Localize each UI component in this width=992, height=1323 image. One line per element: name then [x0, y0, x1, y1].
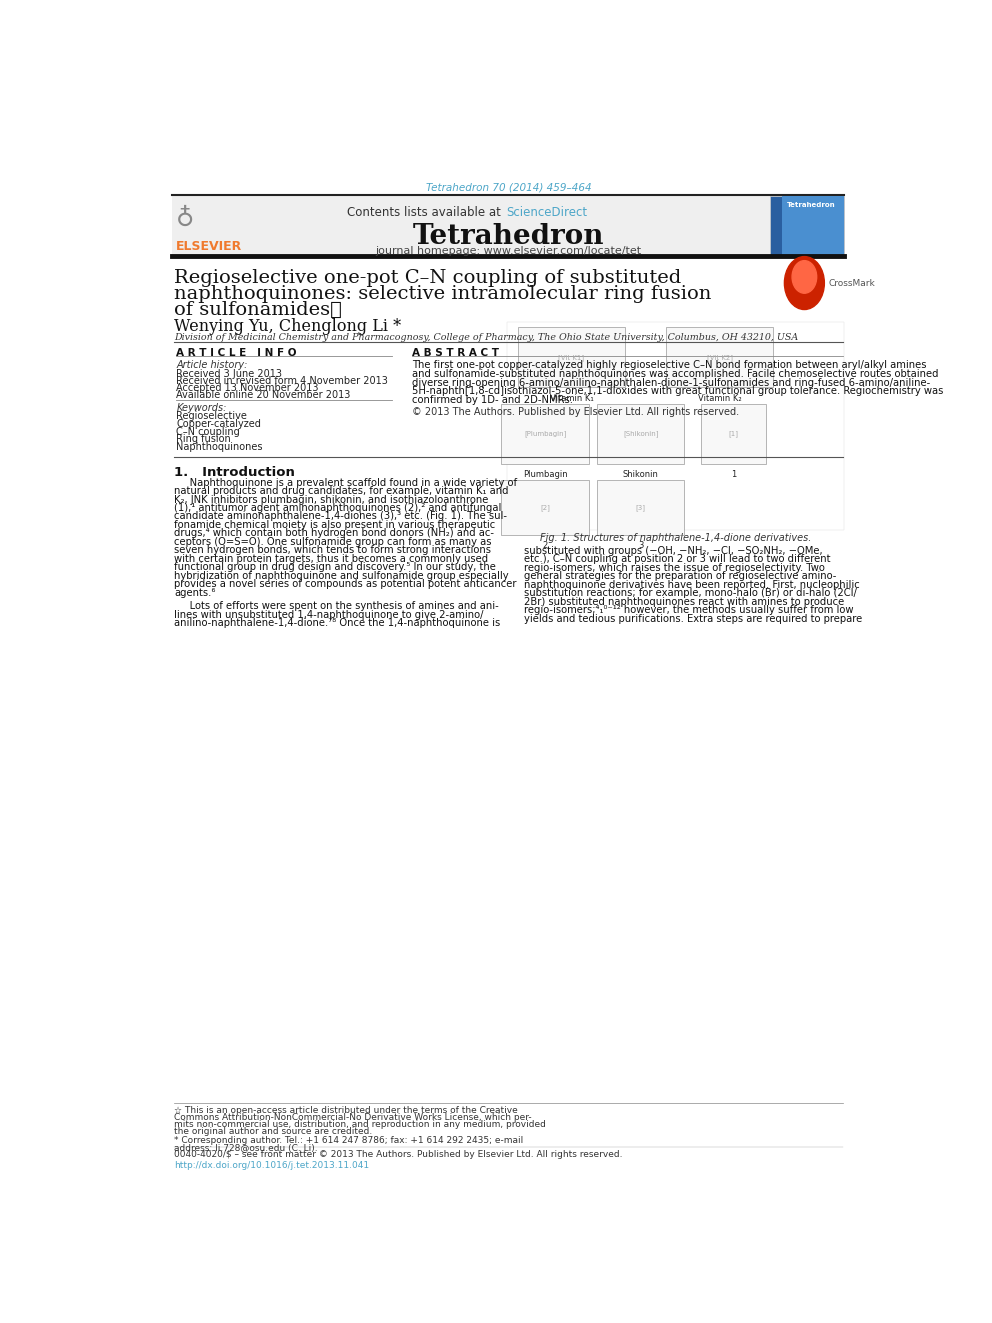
Text: Wenying Yu, Chenglong Li *: Wenying Yu, Chenglong Li * [174, 318, 401, 335]
Text: ♁: ♁ [177, 206, 194, 230]
Text: general strategies for the preparation of regioselective amino-: general strategies for the preparation o… [524, 572, 836, 581]
Text: ELSEVIER: ELSEVIER [177, 241, 242, 253]
Text: [Vit K1]: [Vit K1] [558, 355, 584, 361]
Text: provides a novel series of compounds as potential potent anticancer: provides a novel series of compounds as … [174, 579, 517, 589]
Text: 3: 3 [638, 541, 644, 550]
Text: ScienceDirect: ScienceDirect [506, 205, 587, 218]
Text: naphthoquinones: selective intramolecular ring fusion: naphthoquinones: selective intramolecula… [174, 284, 711, 303]
Text: CrossMark: CrossMark [829, 279, 876, 287]
FancyBboxPatch shape [507, 321, 844, 529]
Text: journal homepage: www.elsevier.com/locate/tet: journal homepage: www.elsevier.com/locat… [375, 246, 642, 257]
Text: Tetrahedron 70 (2014) 459–464: Tetrahedron 70 (2014) 459–464 [426, 183, 591, 192]
FancyBboxPatch shape [518, 327, 625, 388]
Text: Available online 20 November 2013: Available online 20 November 2013 [177, 390, 350, 400]
Text: yields and tedious purifications. Extra steps are required to prepare: yields and tedious purifications. Extra … [524, 614, 862, 623]
Text: Contents lists available at: Contents lists available at [347, 205, 505, 218]
Text: ceptors (O=S=O). One sulfonamide group can form as many as: ceptors (O=S=O). One sulfonamide group c… [174, 537, 491, 546]
Text: lines with unsubstituted 1,4-naphthoquinone to give 2-amino/: lines with unsubstituted 1,4-naphthoquin… [174, 610, 483, 619]
Text: C–N coupling: C–N coupling [177, 427, 240, 437]
FancyBboxPatch shape [502, 404, 589, 464]
Text: etc.), C–N coupling at position 2 or 3 will lead to two different: etc.), C–N coupling at position 2 or 3 w… [524, 554, 830, 565]
Circle shape [792, 261, 816, 294]
Text: Vitamin K₁: Vitamin K₁ [550, 393, 593, 402]
Text: http://dx.doi.org/10.1016/j.tet.2013.11.041: http://dx.doi.org/10.1016/j.tet.2013.11.… [174, 1162, 369, 1170]
Text: Regioselective: Regioselective [177, 411, 247, 422]
Text: [Plumbagin]: [Plumbagin] [524, 430, 566, 437]
Text: diverse ring-opening 6-amino/anilino-naphthalen-dione-1-sulfonamides and ring-fu: diverse ring-opening 6-amino/anilino-nap… [413, 378, 930, 388]
Text: Naphthoquinone is a prevalent scaffold found in a wide variety of: Naphthoquinone is a prevalent scaffold f… [174, 478, 517, 488]
FancyBboxPatch shape [597, 404, 684, 464]
Text: natural products and drug candidates, for example, vitamin K₁ and: natural products and drug candidates, fo… [174, 486, 509, 496]
Text: anilino-naphthalene-1,4-dione.⁷⁸ Once the 1,4-naphthoquinone is: anilino-naphthalene-1,4-dione.⁷⁸ Once th… [174, 618, 500, 628]
Text: Received in revised form 4 November 2013: Received in revised form 4 November 2013 [177, 376, 388, 386]
Text: 1: 1 [731, 470, 736, 479]
Text: the original author and source are credited.: the original author and source are credi… [174, 1127, 372, 1136]
Text: [2]: [2] [541, 504, 551, 511]
Text: 1.   Introduction: 1. Introduction [174, 467, 295, 479]
FancyBboxPatch shape [782, 196, 844, 254]
Text: seven hydrogen bonds, which tends to form strong interactions: seven hydrogen bonds, which tends to for… [174, 545, 491, 556]
Text: Naphthoquinones: Naphthoquinones [177, 442, 263, 452]
Text: ☆ This is an open-access article distributed under the terms of the Creative: ☆ This is an open-access article distrib… [174, 1106, 518, 1115]
Text: Commons Attribution-NonCommercial-No Derivative Works License, which per-: Commons Attribution-NonCommercial-No Der… [174, 1113, 532, 1122]
Text: substituted with groups (−OH, −NH₂, −Cl, −SO₂NH₂, −OMe,: substituted with groups (−OH, −NH₂, −Cl,… [524, 546, 822, 556]
Text: The first one-pot copper-catalyzed highly regioselective C–N bond formation betw: The first one-pot copper-catalyzed highl… [413, 360, 927, 370]
FancyBboxPatch shape [701, 404, 766, 464]
Text: of sulfonamides⋆: of sulfonamides⋆ [174, 302, 342, 319]
Text: Received 3 June 2013: Received 3 June 2013 [177, 369, 283, 378]
Text: address: li.728@osu.edu (C. Li).: address: li.728@osu.edu (C. Li). [174, 1143, 317, 1152]
Text: Tetrahedron: Tetrahedron [413, 224, 604, 250]
Text: regio-isomers;⁴₁⁰⁻¹² however, the methods usually suffer from low: regio-isomers;⁴₁⁰⁻¹² however, the method… [524, 605, 853, 615]
Circle shape [785, 257, 824, 310]
Text: * Corresponding author. Tel.: +1 614 247 8786; fax: +1 614 292 2435; e-mail: * Corresponding author. Tel.: +1 614 247… [174, 1136, 523, 1144]
Text: Accepted 13 November 2013: Accepted 13 November 2013 [177, 382, 318, 393]
Text: Tetrahedron: Tetrahedron [787, 201, 835, 208]
Text: Lots of efforts were spent on the synthesis of amines and ani-: Lots of efforts were spent on the synthe… [174, 601, 499, 611]
Text: A R T I C L E   I N F O: A R T I C L E I N F O [177, 348, 297, 359]
Text: hybridization of naphthoquinone and sulfonamide group especially: hybridization of naphthoquinone and sulf… [174, 570, 509, 581]
FancyBboxPatch shape [173, 196, 292, 254]
Text: Plumbagin: Plumbagin [523, 470, 567, 479]
Text: Regioselective one-pot C–N coupling of substituted: Regioselective one-pot C–N coupling of s… [174, 269, 682, 287]
Text: 2: 2 [543, 541, 548, 550]
Text: Article history:: Article history: [177, 360, 248, 370]
Text: confirmed by 1D- and 2D-NMRs.: confirmed by 1D- and 2D-NMRs. [413, 396, 573, 405]
Text: Division of Medicinal Chemistry and Pharmacognosy, College of Pharmacy, The Ohio: Division of Medicinal Chemistry and Phar… [174, 333, 799, 341]
Text: candidate aminonaphthalene-1,4-diones (3),³ etc. (Fig. 1). The sul-: candidate aminonaphthalene-1,4-diones (3… [174, 512, 507, 521]
Text: fonamide chemical moiety is also present in various therapeutic: fonamide chemical moiety is also present… [174, 520, 495, 531]
FancyBboxPatch shape [502, 480, 589, 534]
Text: 0040-4020/$ – see front matter © 2013 The Authors. Published by Elsevier Ltd. Al: 0040-4020/$ – see front matter © 2013 Th… [174, 1150, 622, 1159]
Text: A B S T R A C T: A B S T R A C T [413, 348, 499, 359]
Text: Shikonin: Shikonin [623, 470, 659, 479]
Text: Keywords:: Keywords: [177, 404, 226, 413]
Text: Ring fusion: Ring fusion [177, 434, 231, 445]
Text: (1),¹ antitumor agent aminonaphthoquinones (2),² and antifungal: (1),¹ antitumor agent aminonaphthoquinon… [174, 503, 501, 513]
Text: 2Br) substituted naphthoquinones react with amines to produce: 2Br) substituted naphthoquinones react w… [524, 597, 844, 607]
Text: naphthoquinone derivatives have been reported. First, nucleophilic: naphthoquinone derivatives have been rep… [524, 579, 859, 590]
Text: [Vit K2]: [Vit K2] [707, 355, 733, 361]
Text: mits non-commercial use, distribution, and reproduction in any medium, provided: mits non-commercial use, distribution, a… [174, 1121, 546, 1129]
Text: regio-isomers, which raises the issue of regioselectivity. Two: regio-isomers, which raises the issue of… [524, 562, 824, 573]
FancyBboxPatch shape [173, 196, 844, 254]
Text: Copper-catalyzed: Copper-catalyzed [177, 419, 261, 429]
Text: Fig. 1. Structures of naphthalene-1,4-dione derivatives.: Fig. 1. Structures of naphthalene-1,4-di… [541, 533, 811, 542]
Text: agents.⁶: agents.⁶ [174, 587, 215, 598]
Text: drugs,⁴ which contain both hydrogen bond donors (NH₂) and ac-: drugs,⁴ which contain both hydrogen bond… [174, 528, 494, 538]
FancyBboxPatch shape [770, 196, 844, 254]
Text: with certain protein targets, thus it becomes a commonly used: with certain protein targets, thus it be… [174, 554, 488, 564]
Text: [1]: [1] [729, 430, 739, 437]
Text: 5H-naphth[1,8-cd]isothiazol-5-one,1,1-dioxides with great functional group toler: 5H-naphth[1,8-cd]isothiazol-5-one,1,1-di… [413, 386, 943, 397]
Text: © 2013 The Authors. Published by Elsevier Ltd. All rights reserved.: © 2013 The Authors. Published by Elsevie… [413, 406, 739, 417]
FancyBboxPatch shape [597, 480, 684, 534]
Text: [Shikonin]: [Shikonin] [623, 430, 659, 437]
Text: K₂, JNK inhibitors plumbagin, shikonin, and isothiazoloanthrone: K₂, JNK inhibitors plumbagin, shikonin, … [174, 495, 488, 504]
Text: [3]: [3] [636, 504, 646, 511]
Text: substitution reactions; for example, mono-halo (Br) or di-halo (2Cl/: substitution reactions; for example, mon… [524, 589, 857, 598]
Text: Vitamin K₂: Vitamin K₂ [698, 393, 742, 402]
Text: functional group in drug design and discovery.⁵ In our study, the: functional group in drug design and disc… [174, 562, 496, 572]
FancyBboxPatch shape [667, 327, 773, 388]
Text: and sulfonamide-substituted naphthoquinones was accomplished. Facile chemoselect: and sulfonamide-substituted naphthoquino… [413, 369, 938, 380]
